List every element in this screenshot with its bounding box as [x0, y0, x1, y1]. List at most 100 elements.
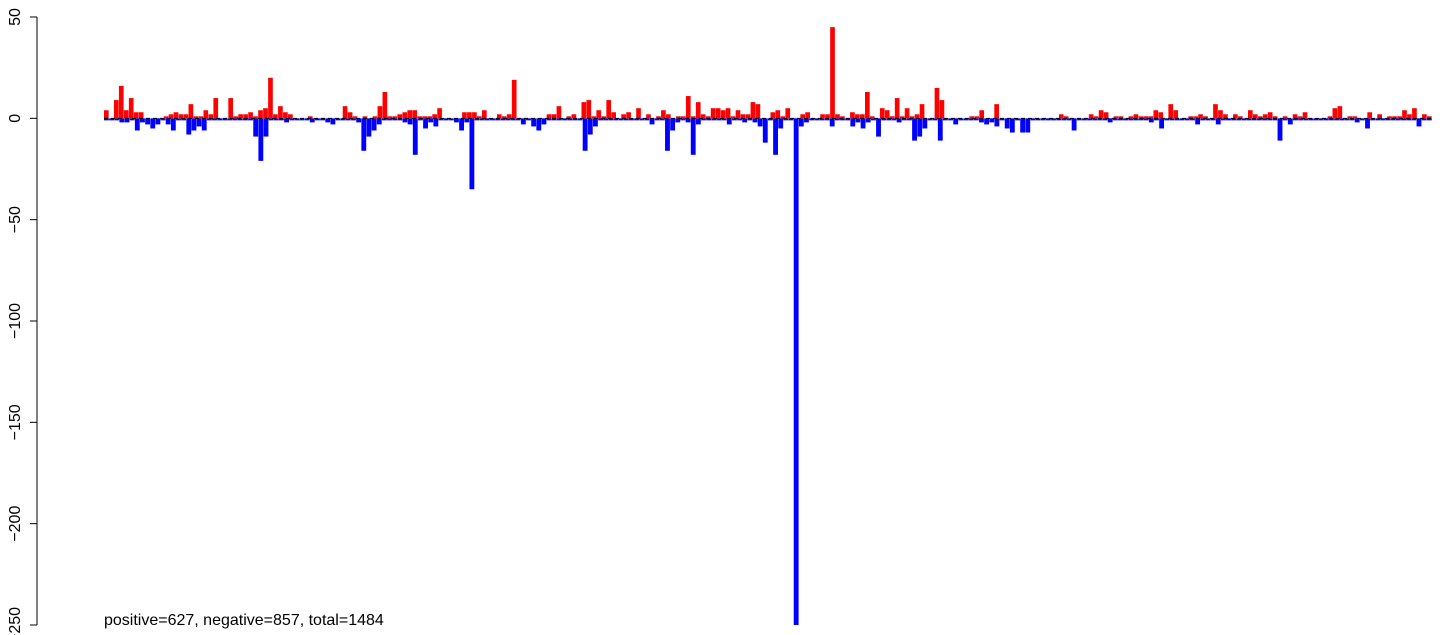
negative-bar-169	[973, 118, 979, 121]
negative-bar-198	[1123, 118, 1129, 121]
negative-bar-74	[484, 118, 490, 121]
negative-bar-241	[1344, 118, 1350, 121]
negative-bar-4	[124, 118, 130, 123]
positive-bar-36	[283, 112, 288, 119]
positive-bar-141	[805, 112, 810, 119]
positive-bar-134	[770, 112, 776, 119]
negative-bar-33	[273, 118, 279, 121]
positive-bar-136	[780, 116, 786, 119]
negative-bar-251	[1395, 118, 1401, 121]
positive-bar-76	[482, 110, 487, 119]
positive-bar-0	[104, 110, 109, 119]
negative-bar-218	[1226, 118, 1231, 121]
negative-bar-172	[989, 118, 995, 123]
positive-bar-21	[208, 114, 214, 119]
negative-bar-61	[417, 118, 423, 121]
negative-bar-159	[922, 118, 928, 129]
negative-bar-38	[299, 118, 305, 121]
negative-bar-168	[968, 118, 974, 121]
negative-bar-14	[176, 118, 181, 121]
negative-bar-105	[644, 118, 650, 121]
negative-bar-163	[943, 118, 948, 121]
negative-bar-176	[1009, 118, 1015, 133]
negative-bar-200	[1133, 118, 1139, 121]
negative-bar-122	[731, 118, 737, 121]
negative-bar-242	[1349, 118, 1355, 121]
positive-bar-113	[666, 114, 671, 119]
positive-bar-158	[889, 116, 895, 119]
negative-bar-77	[500, 118, 506, 121]
positive-bar-159	[894, 98, 900, 119]
negative-bar-112	[680, 118, 686, 121]
negative-bar-152	[886, 118, 892, 121]
positive-bar-160	[899, 116, 905, 119]
positive-bar-26	[233, 116, 238, 119]
positive-bar-99	[596, 110, 602, 119]
negative-bar-29	[253, 118, 259, 137]
negative-bar-246	[1370, 118, 1376, 121]
negative-bar-186	[1061, 118, 1067, 121]
negative-bar-72	[474, 118, 480, 121]
positive-bar-152	[860, 114, 865, 119]
negative-bar-190	[1081, 118, 1087, 121]
negative-bar-249	[1385, 118, 1391, 121]
positive-bar-198	[1088, 114, 1094, 119]
negative-bar-179	[1025, 118, 1031, 133]
negative-bar-151	[881, 118, 887, 121]
negative-bar-40	[309, 118, 315, 123]
negative-bar-158	[917, 118, 923, 137]
negative-bar-62	[423, 118, 428, 129]
y-tick-label-1: 0	[7, 114, 24, 123]
negative-bar-95	[592, 118, 598, 127]
positive-bar-96	[581, 102, 587, 119]
positive-bar-119	[695, 102, 701, 119]
positive-bar-250	[1347, 116, 1353, 119]
negative-bar-155	[901, 118, 907, 121]
positive-bar-154	[869, 116, 875, 119]
positive-bar-211	[1153, 110, 1159, 119]
negative-bar-220	[1236, 118, 1242, 121]
negative-bar-118	[711, 118, 717, 121]
positive-bar-37	[288, 114, 293, 119]
negative-bar-78	[505, 118, 511, 121]
negative-bar-244	[1359, 118, 1365, 121]
positive-bar-91	[556, 106, 562, 119]
positive-bar-254	[1367, 112, 1373, 119]
positive-bar-240	[1297, 116, 1303, 119]
positive-bar-209	[1143, 116, 1149, 119]
positive-bar-59	[397, 114, 403, 119]
negative-bar-99	[613, 118, 619, 121]
negative-bar-129	[768, 118, 773, 121]
negative-bar-217	[1220, 118, 1226, 121]
positive-bar-122	[710, 108, 716, 119]
negative-bar-222	[1246, 118, 1252, 121]
positive-bar-105	[626, 112, 631, 119]
negative-bar-101	[623, 118, 629, 121]
negative-bar-164	[948, 118, 954, 121]
positive-bar-3	[118, 85, 124, 119]
positive-bar-263	[1412, 108, 1417, 119]
negative-bar-134	[793, 118, 799, 625]
negative-bar-64	[433, 118, 439, 127]
negative-bar-150	[876, 118, 881, 137]
positive-bar-117	[685, 96, 691, 119]
negative-bar-25	[232, 118, 238, 121]
y-tick-label-6: −250	[7, 607, 24, 635]
negative-bar-53	[376, 118, 382, 125]
positive-bar-174	[969, 116, 975, 119]
negative-bar-107	[654, 118, 660, 121]
negative-bar-10	[155, 118, 161, 125]
negative-bar-175	[1004, 118, 1010, 129]
negative-bar-230	[1287, 118, 1293, 125]
positive-bar-176	[979, 110, 985, 119]
positive-bar-208	[1138, 116, 1144, 119]
negative-bar-162	[937, 118, 943, 141]
positive-bar-64	[422, 116, 427, 119]
positive-bar-58	[392, 116, 398, 119]
positive-bar-261	[1402, 110, 1407, 119]
negative-bar-116	[701, 118, 706, 121]
negative-bar-27	[242, 118, 248, 121]
positive-bar-248	[1337, 106, 1343, 119]
negative-bar-181	[1035, 118, 1041, 121]
positive-bar-168	[939, 100, 945, 119]
